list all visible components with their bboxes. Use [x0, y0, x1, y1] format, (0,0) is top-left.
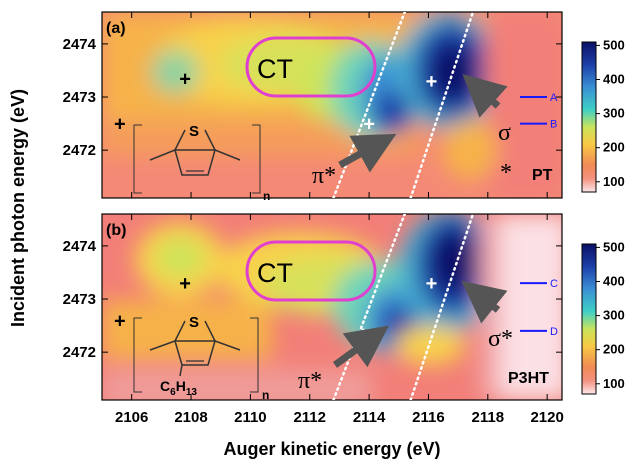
- diagonal-guides-b: [332, 214, 475, 400]
- y-tick-label: 2472: [63, 344, 96, 361]
- colorbar-tick-label: 500: [603, 239, 625, 254]
- pi-label-b: π*: [298, 368, 322, 394]
- x-ticks-b: 2106 2108 2110 2112 2114 2116 2118 2120: [115, 214, 564, 426]
- plot-frame-a: [101, 11, 563, 199]
- sigma-label-b: σ*: [488, 326, 513, 352]
- y-ticks-b: 2472 2473 2474: [63, 238, 562, 361]
- y-tick-label: 2473: [63, 89, 96, 106]
- feature-marker: +: [426, 71, 438, 93]
- energy-levels-a: AB: [520, 92, 558, 131]
- pi-label-a: π*: [312, 163, 336, 189]
- colorbar-tick-label: 400: [603, 72, 625, 87]
- ct-box-b: [245, 240, 377, 302]
- ct-box-a: [245, 36, 377, 98]
- colorbar-b: 500 400 300 200 100: [581, 239, 625, 395]
- diagonal-guide-line: [409, 214, 475, 400]
- x-tick-label: 2112: [293, 409, 326, 426]
- diagonal-guides-a: [332, 12, 475, 198]
- feature-marker: +: [114, 114, 126, 136]
- y-tick-label: 2473: [63, 291, 96, 308]
- colorbar-tick-label: 300: [603, 308, 625, 323]
- y-axis-label: Incident photon energy (eV): [8, 89, 28, 327]
- sigma-arrow-b: [461, 280, 508, 324]
- x-tick-label: 2118: [472, 409, 505, 426]
- y-ticks-a: 2472 2473 2474: [63, 36, 562, 159]
- sample-label-pt: PT: [532, 167, 553, 184]
- feature-marker: +: [426, 273, 438, 295]
- energy-level-label: D: [550, 326, 558, 338]
- polymer-n-b: n: [262, 388, 269, 402]
- x-tick-label: 2110: [234, 409, 267, 426]
- p3ht-molecule-b: S n C6H13: [133, 314, 269, 402]
- colorbar-ticks-b: 500 400 300 200 100: [596, 239, 625, 391]
- energy-level-label: B: [550, 119, 557, 131]
- sulfur-atom-a: S: [189, 123, 199, 140]
- colorbar-tick-label: 100: [603, 376, 625, 391]
- colorbar-tick-label: 500: [603, 37, 625, 52]
- heatmap-b: [102, 214, 562, 400]
- y-tick-label: 2474: [63, 36, 97, 53]
- colorbar-a: 500 400 300 200 100: [581, 37, 625, 193]
- energy-levels-b: CD: [520, 278, 558, 338]
- x-tick-label: 2116: [412, 409, 445, 426]
- panel-label-b: (b): [106, 222, 126, 239]
- x-tick-label: 2108: [174, 409, 207, 426]
- colorbar-tick-label: 400: [603, 274, 625, 289]
- x-ticks-a: [131, 12, 548, 198]
- feature-marker: +: [179, 68, 191, 90]
- energy-level-label: A: [550, 92, 558, 104]
- feature-marker: +: [179, 273, 191, 295]
- sulfur-atom-b: S: [189, 314, 199, 331]
- sigma-label-a: σ: [498, 120, 511, 146]
- feature-marker: +: [114, 310, 126, 332]
- ct-label-b: CT: [257, 258, 293, 288]
- x-axis-label: Auger kinetic energy (eV): [223, 439, 440, 459]
- colorbar-tick-label: 200: [603, 140, 625, 155]
- thiophene-molecule-a: S n: [133, 123, 270, 203]
- y-tick-label: 2474: [63, 238, 97, 255]
- colorbar-tick-label: 300: [603, 106, 625, 121]
- polymer-n-a: n: [263, 189, 270, 203]
- panel-b: 2106 2108 2110 2112 2114 2116 2118 2120 2472247…: [63, 213, 564, 426]
- sample-label-p3ht: P3HT: [508, 370, 549, 387]
- sigma-arrow-a: [462, 73, 508, 118]
- diagonal-guide-line: [332, 214, 406, 400]
- hexyl-side-chain: C6H13: [160, 378, 197, 398]
- plot-frame-b: [101, 213, 563, 401]
- colorbar-tick-label: 100: [603, 174, 625, 189]
- colorbar-ticks-a: 500 400 300 200 100: [596, 37, 625, 189]
- energy-level-label: C: [550, 278, 558, 290]
- feature-markers-a: + + + +: [114, 68, 437, 135]
- diagonal-guide-line: [409, 12, 475, 198]
- pi-arrow-b: [332, 325, 389, 368]
- pi-arrow-a: [338, 133, 397, 173]
- ct-label-a: CT: [257, 54, 293, 84]
- x-tick-label: 2114: [353, 409, 386, 426]
- diagonal-guide-line: [332, 12, 406, 198]
- x-tick-label: 2106: [115, 409, 148, 426]
- feature-marker: +: [363, 114, 375, 136]
- panel-label-a: (a): [106, 20, 126, 37]
- y-tick-label: 2472: [63, 142, 96, 159]
- x-tick-label: 2120: [530, 409, 563, 426]
- colorbar-tick-label: 200: [603, 342, 625, 357]
- sigma-star-a: *: [500, 160, 512, 186]
